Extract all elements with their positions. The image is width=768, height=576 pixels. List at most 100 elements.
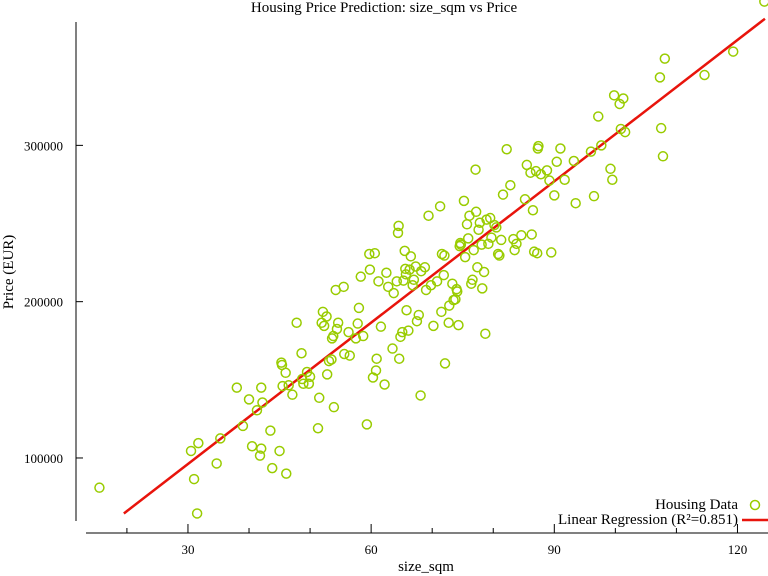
legend-marker-housing-data	[749, 499, 761, 511]
y-ticks: 100000 200000 300000	[24, 138, 83, 466]
data-point	[326, 354, 337, 365]
data-point	[497, 189, 509, 200]
data-point	[393, 220, 404, 232]
data-point	[388, 287, 399, 299]
data-point	[352, 318, 363, 329]
data-point	[393, 353, 405, 364]
data-point	[473, 224, 484, 236]
data-point	[387, 343, 398, 354]
data-point	[467, 274, 478, 286]
data-point	[401, 305, 412, 316]
data-point	[379, 379, 390, 390]
data-point	[461, 219, 473, 230]
data-point	[450, 294, 461, 305]
data-point	[474, 217, 486, 228]
data-point	[321, 311, 332, 322]
data-point	[501, 144, 512, 155]
data-point	[211, 458, 222, 469]
data-point	[608, 90, 620, 101]
data-point	[413, 309, 425, 321]
data-point	[489, 219, 500, 231]
data-point	[193, 437, 204, 449]
data-point	[759, 0, 768, 7]
y-tick-label: 300000	[24, 138, 63, 153]
data-point	[476, 239, 487, 250]
data-point	[408, 274, 420, 286]
data-point	[296, 347, 307, 359]
data-point	[443, 317, 454, 329]
data-point	[593, 111, 604, 122]
data-point	[277, 380, 288, 392]
data-point	[395, 331, 406, 343]
data-point	[470, 164, 481, 175]
scatter-points	[94, 0, 768, 519]
data-point	[699, 69, 710, 81]
y-tick-label: 100000	[24, 451, 63, 466]
data-point	[231, 382, 243, 393]
data-point	[618, 93, 629, 104]
data-point	[367, 372, 379, 383]
chart-title: Housing Price Prediction: size_sqm vs Pr…	[251, 0, 518, 16]
data-point	[280, 367, 291, 379]
data-point	[375, 321, 387, 332]
data-point	[477, 283, 488, 294]
data-point	[519, 194, 531, 205]
data-point	[419, 262, 431, 273]
data-point	[588, 190, 600, 202]
data-point	[255, 382, 267, 393]
data-point	[298, 378, 309, 389]
data-point	[350, 333, 362, 344]
data-point	[338, 281, 349, 293]
legend-label-housing-data: Housing Data	[655, 497, 738, 513]
data-point	[436, 306, 447, 318]
x-tick-label: 120	[728, 542, 748, 557]
data-point	[392, 227, 404, 239]
data-point	[370, 365, 382, 376]
data-point	[403, 325, 414, 336]
data-point	[541, 165, 553, 176]
data-point	[619, 126, 631, 138]
data-point	[451, 286, 463, 297]
data-point	[364, 248, 375, 260]
data-point	[470, 206, 482, 218]
data-point	[438, 269, 450, 281]
data-point	[254, 450, 266, 461]
data-point	[361, 419, 373, 430]
data-point	[570, 197, 581, 209]
data-point	[344, 350, 356, 361]
data-point	[343, 326, 354, 338]
data-point	[434, 201, 446, 212]
data-point	[265, 425, 276, 436]
data-point	[266, 462, 278, 474]
data-point	[191, 508, 203, 519]
data-point	[382, 281, 394, 293]
data-point	[215, 433, 226, 444]
data-point	[468, 244, 479, 256]
data-point	[355, 271, 367, 282]
data-point	[255, 443, 267, 454]
data-point	[533, 140, 544, 152]
data-point	[304, 371, 316, 382]
data-point	[727, 46, 739, 57]
data-point	[339, 348, 350, 360]
data-point	[614, 98, 625, 110]
data-point	[505, 179, 516, 191]
data-point	[331, 323, 343, 335]
data-point	[458, 195, 470, 207]
data-point	[251, 405, 263, 416]
data-point	[478, 266, 490, 278]
data-point	[381, 267, 392, 279]
data-point	[318, 320, 330, 332]
data-point	[398, 275, 409, 286]
data-point	[371, 353, 382, 364]
data-point	[607, 174, 618, 186]
x-tick-label: 90	[548, 542, 561, 557]
data-point	[654, 72, 666, 83]
data-point	[94, 482, 105, 493]
data-point	[328, 401, 340, 413]
data-point	[312, 423, 324, 434]
data-point	[531, 247, 543, 259]
data-point	[415, 390, 426, 401]
data-point	[657, 151, 669, 162]
